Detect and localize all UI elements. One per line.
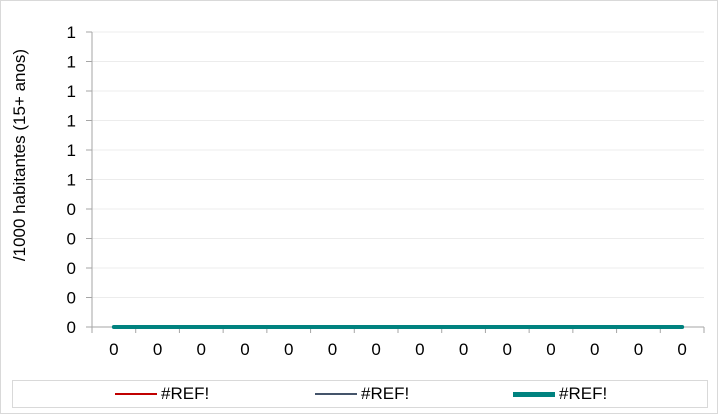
x-tick-label: 0 xyxy=(459,340,468,359)
x-tick-label: 0 xyxy=(328,340,337,359)
legend-swatch-2 xyxy=(315,393,357,395)
y-tick-label: 1 xyxy=(67,82,76,101)
x-tick-label: 0 xyxy=(503,340,512,359)
legend-label-3: #REF! xyxy=(559,384,608,403)
x-tick-label: 0 xyxy=(371,340,380,359)
legend-item-1: #REF! xyxy=(115,384,209,404)
legend-label-1: #REF! xyxy=(161,384,210,403)
x-tick-label: 0 xyxy=(109,340,118,359)
legend-swatch-1 xyxy=(115,393,157,395)
x-tick-label: 0 xyxy=(546,340,555,359)
x-tick-label: 0 xyxy=(677,340,686,359)
y-tick-label: 1 xyxy=(67,53,76,72)
y-tick-label: 1 xyxy=(67,141,76,160)
x-tick-label: 0 xyxy=(153,340,162,359)
x-tick-label: 0 xyxy=(197,340,206,359)
y-tick-label: 0 xyxy=(67,259,76,278)
legend-swatch-3 xyxy=(513,391,555,397)
x-tick-label: 0 xyxy=(634,340,643,359)
y-tick-label: 1 xyxy=(67,171,76,190)
y-tick-label: 1 xyxy=(67,23,76,42)
legend: #REF! #REF! #REF! xyxy=(12,380,708,408)
x-tick-label: 0 xyxy=(284,340,293,359)
y-tick-label: 0 xyxy=(67,230,76,249)
x-tick-label: 0 xyxy=(240,340,249,359)
legend-item-3: #REF! xyxy=(513,384,607,404)
chart-plot: 0 0 0 0 0 1 1 1 1 1 1 0 0 0 0 0 0 0 0 0 0 0 0 0 0 xyxy=(67,23,705,359)
y-tick-label: 0 xyxy=(67,200,76,219)
y-tick-label: 0 xyxy=(67,318,76,337)
y-tick-label: 1 xyxy=(67,112,76,131)
x-tick-label: 0 xyxy=(415,340,424,359)
y-tick-label: 0 xyxy=(67,289,76,308)
x-tick-label: 0 xyxy=(590,340,599,359)
legend-label-2: #REF! xyxy=(361,384,410,403)
legend-item-2: #REF! xyxy=(315,384,409,404)
